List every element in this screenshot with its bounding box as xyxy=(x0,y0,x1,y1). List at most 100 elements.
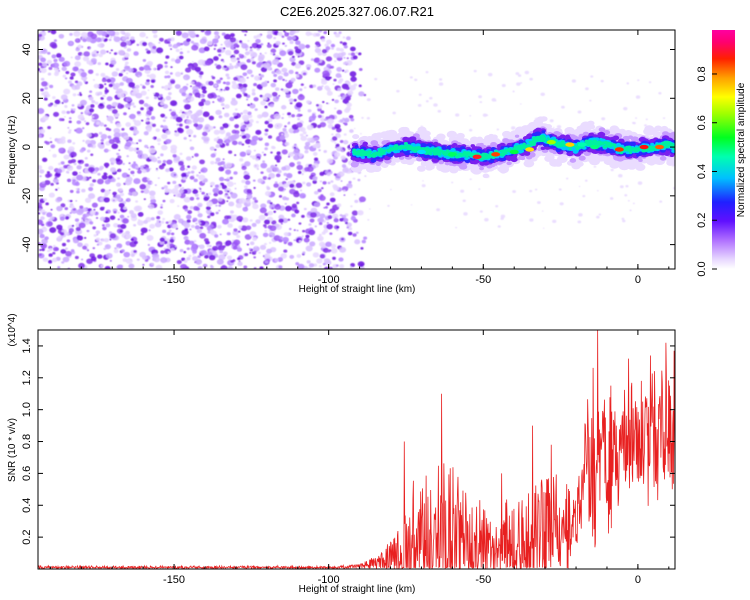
noise-blob xyxy=(39,233,45,239)
noise-blob xyxy=(116,170,119,172)
noise-blob xyxy=(451,181,454,184)
noise-blob xyxy=(520,82,523,84)
noise-blob xyxy=(140,232,145,236)
noise-blob xyxy=(167,181,171,185)
noise-blob xyxy=(281,105,287,110)
noise-blob xyxy=(278,236,283,240)
signal-blob xyxy=(352,134,360,140)
noise-blob xyxy=(314,47,322,54)
noise-blob xyxy=(332,256,336,260)
noise-blob xyxy=(224,178,227,181)
noise-blob xyxy=(123,135,129,141)
noise-blob xyxy=(223,33,231,40)
noise-blob xyxy=(181,111,185,114)
noise-blob xyxy=(219,77,223,81)
noise-blob xyxy=(153,96,158,100)
noise-blob xyxy=(203,196,209,202)
noise-blob xyxy=(214,161,218,164)
signal-blob xyxy=(660,125,669,132)
noise-blob xyxy=(298,240,302,243)
noise-blob xyxy=(549,119,554,123)
noise-blob xyxy=(284,202,287,205)
noise-blob xyxy=(157,210,164,215)
noise-blob xyxy=(48,149,51,152)
noise-blob xyxy=(183,196,191,203)
noise-blob xyxy=(125,122,132,127)
noise-blob xyxy=(336,146,343,152)
noise-blob xyxy=(94,101,99,105)
noise-blob xyxy=(302,131,307,135)
noise-blob xyxy=(227,196,231,200)
noise-blob xyxy=(316,258,323,264)
noise-blob xyxy=(174,84,181,89)
noise-blob xyxy=(153,136,157,140)
noise-blob xyxy=(175,116,183,123)
noise-blob xyxy=(333,52,340,59)
noise-blob xyxy=(227,215,232,220)
noise-blob xyxy=(255,129,262,135)
noise-blob xyxy=(173,213,181,220)
noise-blob xyxy=(333,173,337,176)
noise-blob xyxy=(98,131,103,135)
noise-blob xyxy=(56,53,62,58)
noise-blob xyxy=(43,97,48,101)
noise-blob xyxy=(102,206,105,209)
noise-blob xyxy=(349,129,354,133)
noise-blob xyxy=(256,84,263,90)
noise-blob xyxy=(226,200,229,203)
noise-blob xyxy=(197,59,205,66)
noise-blob xyxy=(106,78,112,83)
noise-blob xyxy=(196,197,200,200)
noise-blob xyxy=(89,176,92,179)
noise-blob xyxy=(109,36,113,39)
noise-blob xyxy=(345,86,350,91)
noise-blob xyxy=(593,165,597,168)
noise-blob xyxy=(273,73,278,77)
noise-blob xyxy=(231,129,237,134)
noise-blob xyxy=(136,258,140,261)
signal-blob xyxy=(446,130,458,139)
noise-blob xyxy=(319,171,325,176)
noise-blob xyxy=(229,116,235,122)
noise-blob xyxy=(322,70,330,77)
noise-blob xyxy=(145,48,149,51)
noise-blob xyxy=(236,57,240,61)
noise-blob xyxy=(61,242,67,247)
noise-blob xyxy=(245,149,252,155)
noise-blob xyxy=(268,232,276,238)
noise-blob xyxy=(170,148,177,154)
noise-blob xyxy=(102,94,106,98)
noise-blob xyxy=(662,117,666,119)
noise-blob xyxy=(135,165,139,169)
noise-blob xyxy=(288,115,292,118)
noise-blob xyxy=(213,31,220,36)
noise-blob xyxy=(164,64,168,68)
noise-blob xyxy=(250,102,253,105)
noise-blob xyxy=(315,104,320,107)
noise-blob xyxy=(344,71,347,73)
noise-blob xyxy=(111,71,119,77)
noise-blob xyxy=(177,127,184,134)
noise-blob xyxy=(172,154,177,158)
noise-blob xyxy=(48,253,53,257)
noise-blob xyxy=(170,111,177,117)
noise-blob xyxy=(354,199,359,204)
noise-blob xyxy=(67,139,72,143)
noise-blob xyxy=(179,87,187,94)
noise-blob xyxy=(241,131,245,135)
noise-blob xyxy=(82,38,87,43)
noise-blob xyxy=(226,232,231,236)
noise-blob xyxy=(267,123,274,129)
noise-blob xyxy=(350,216,357,221)
noise-blob xyxy=(166,159,173,165)
noise-blob xyxy=(241,143,245,146)
noise-blob xyxy=(105,252,113,259)
noise-blob xyxy=(418,93,422,96)
noise-blob xyxy=(245,225,252,231)
noise-blob xyxy=(269,103,275,108)
noise-blob xyxy=(157,156,160,159)
noise-blob xyxy=(48,30,51,33)
noise-blob xyxy=(186,214,192,220)
noise-blob xyxy=(329,192,335,197)
noise-blob xyxy=(50,30,57,35)
